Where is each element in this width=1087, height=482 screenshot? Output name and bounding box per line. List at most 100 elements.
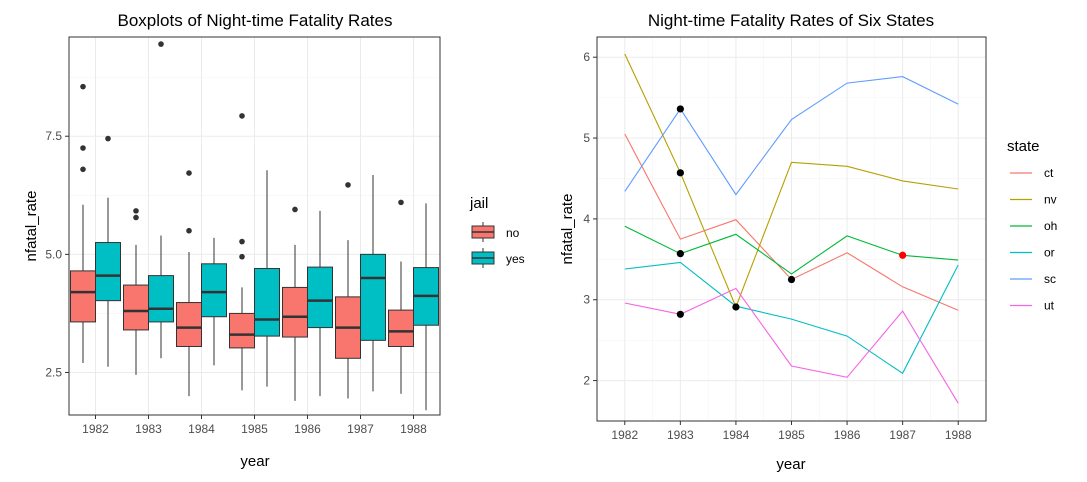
box-yes-1982 bbox=[95, 135, 121, 367]
left-chart-title: Boxplots of Night-time Fatality Rates bbox=[118, 11, 393, 30]
box-rect bbox=[229, 312, 255, 349]
line-chart: Night-time Fatality Rates of Six States … bbox=[559, 11, 1057, 473]
right-chart-title: Night-time Fatality Rates of Six States bbox=[648, 11, 934, 30]
highlight-point bbox=[732, 303, 740, 311]
box-yes-1986 bbox=[307, 210, 333, 397]
box-rect bbox=[148, 275, 174, 323]
left-boxes bbox=[70, 41, 439, 411]
legend-label-yes: yes bbox=[506, 252, 525, 266]
right-x-tick-label: 1985 bbox=[778, 428, 805, 442]
legend-label-no: no bbox=[506, 226, 520, 240]
highlight-point bbox=[899, 251, 907, 259]
right-x-tick-label: 1982 bbox=[611, 428, 638, 442]
right-x-tick-label: 1988 bbox=[945, 428, 972, 442]
box-rect bbox=[123, 284, 149, 331]
right-x-axis-label: year bbox=[776, 456, 805, 473]
box-no-1984 bbox=[176, 170, 202, 397]
outlier-point bbox=[80, 83, 86, 90]
left-x-tick-label: 1983 bbox=[135, 422, 162, 436]
outlier-point bbox=[239, 238, 245, 245]
right-y-tick-label: 6 bbox=[583, 50, 590, 64]
right-y-tick-label: 5 bbox=[583, 131, 590, 145]
legend-label-oh: oh bbox=[1044, 219, 1057, 233]
box-yes-1984 bbox=[201, 237, 227, 366]
box-rect bbox=[307, 266, 333, 329]
left-axes: 2.5 5.0 7.5 1982 1983 1984 1985 1986 1987 1988 bbox=[45, 129, 427, 436]
left-legend: jail no yes bbox=[469, 195, 525, 268]
box-no-1988 bbox=[388, 199, 414, 394]
box-no-1985 bbox=[229, 113, 255, 391]
box-no-1982 bbox=[70, 83, 96, 364]
right-legend-title: state bbox=[1007, 138, 1040, 155]
legend-key-no bbox=[470, 222, 496, 242]
box-rect bbox=[95, 242, 121, 302]
outlier-point bbox=[398, 199, 404, 206]
box-yes-1985 bbox=[254, 170, 280, 387]
outlier-point bbox=[186, 227, 192, 234]
outlier-point bbox=[239, 113, 245, 119]
right-y-tick-label: 4 bbox=[583, 212, 590, 226]
highlight-point bbox=[676, 310, 684, 318]
outlier-point bbox=[133, 208, 139, 214]
box-no-1987 bbox=[335, 182, 361, 399]
box-rect bbox=[282, 286, 308, 338]
box-yes-1988 bbox=[413, 203, 439, 411]
legend-label-nv: nv bbox=[1044, 193, 1057, 207]
outlier-point bbox=[105, 135, 111, 142]
box-rect bbox=[388, 309, 414, 347]
left-grid bbox=[69, 37, 440, 415]
left-x-axis-label: year bbox=[240, 453, 269, 470]
right-legend: state ct nv oh or sc ut bbox=[1007, 138, 1057, 313]
left-y-tick-label: 2.5 bbox=[45, 365, 62, 379]
box-rect bbox=[254, 268, 280, 337]
outlier-point bbox=[133, 214, 139, 221]
box-rect bbox=[70, 270, 96, 323]
box-no-1983 bbox=[123, 208, 149, 375]
box-rect bbox=[201, 263, 227, 318]
right-axes: 2 3 4 5 6 1982 1983 1984 1985 1986 1987 1988 bbox=[583, 50, 972, 442]
box-no-1986 bbox=[282, 206, 308, 401]
left-y-tick-label: 7.5 bbox=[45, 129, 62, 143]
left-x-tick-label: 1982 bbox=[82, 422, 109, 436]
highlight-point bbox=[676, 169, 684, 177]
right-x-tick-label: 1986 bbox=[834, 428, 861, 442]
left-legend-title: jail bbox=[469, 195, 488, 212]
right-y-tick-label: 3 bbox=[583, 293, 590, 307]
outlier-point bbox=[80, 166, 86, 173]
legend-label-ct: ct bbox=[1044, 166, 1054, 180]
series-line-or bbox=[624, 261, 959, 375]
left-x-tick-label: 1984 bbox=[188, 422, 215, 436]
outlier-point bbox=[239, 253, 245, 260]
right-points bbox=[676, 105, 907, 318]
left-x-tick-label: 1986 bbox=[294, 422, 321, 436]
right-x-tick-label: 1984 bbox=[723, 428, 750, 442]
left-x-tick-label: 1988 bbox=[400, 422, 427, 436]
right-x-tick-label: 1983 bbox=[667, 428, 694, 442]
box-yes-1987 bbox=[360, 174, 386, 392]
highlight-point bbox=[787, 275, 796, 284]
legend-label-ut: ut bbox=[1044, 299, 1055, 313]
left-y-tick-label: 5.0 bbox=[45, 247, 62, 261]
left-y-axis-label: nfatal_rate bbox=[23, 191, 40, 262]
right-y-tick-label: 2 bbox=[583, 374, 590, 388]
right-grid bbox=[597, 37, 986, 421]
outlier-point bbox=[80, 145, 86, 151]
outlier-point bbox=[186, 170, 192, 176]
highlight-point bbox=[676, 105, 684, 113]
box-rect bbox=[176, 302, 202, 347]
outlier-point bbox=[292, 206, 298, 213]
left-x-tick-label: 1987 bbox=[347, 422, 374, 436]
box-rect bbox=[360, 253, 386, 341]
right-y-axis-label: nfatal_rate bbox=[559, 194, 576, 265]
box-yes-1983 bbox=[148, 41, 174, 359]
legend-label-or: or bbox=[1044, 246, 1055, 260]
outlier-point bbox=[158, 41, 164, 47]
legend-key-yes bbox=[470, 248, 496, 268]
left-x-tick-label: 1985 bbox=[241, 422, 268, 436]
boxplot-chart: Boxplots of Night-time Fatality Rates 2.… bbox=[23, 11, 525, 470]
outlier-point bbox=[345, 182, 351, 188]
right-x-tick-label: 1987 bbox=[889, 428, 916, 442]
highlight-point bbox=[676, 250, 684, 258]
legend-label-sc: sc bbox=[1044, 272, 1056, 286]
